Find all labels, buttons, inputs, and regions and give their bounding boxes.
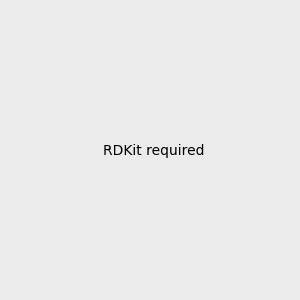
Text: RDKit required: RDKit required <box>103 145 205 158</box>
